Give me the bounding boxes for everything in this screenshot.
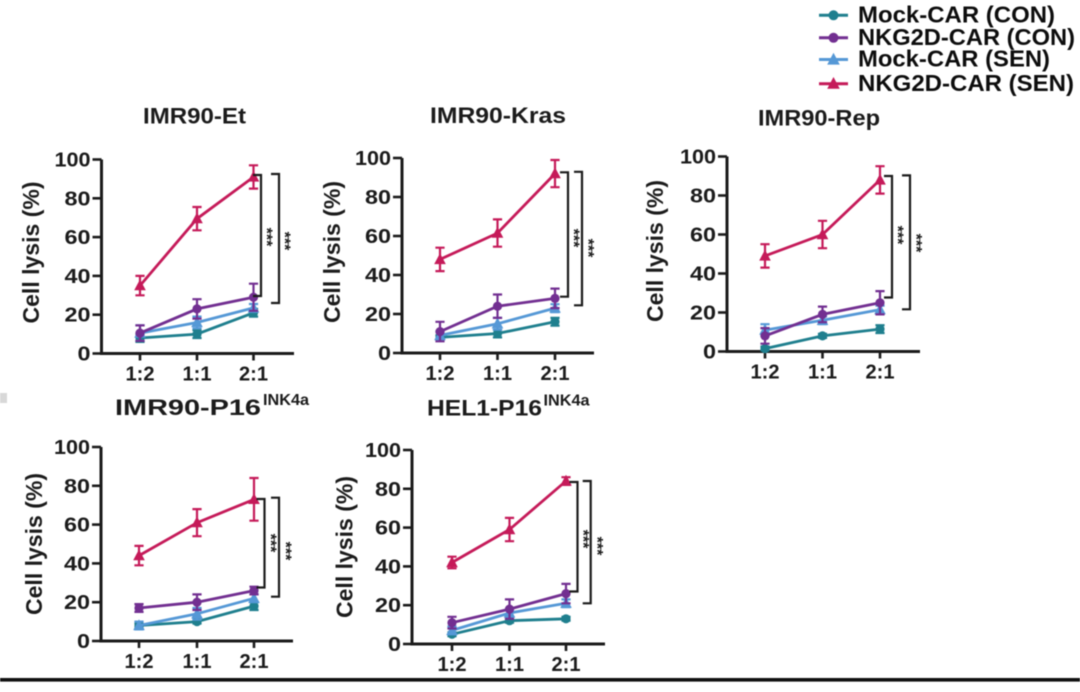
svg-text:***: *** [277,542,294,561]
svg-text:0: 0 [77,631,90,653]
svg-text:60: 60 [690,225,716,247]
svg-text:80: 80 [365,187,391,209]
svg-text:INK4a: INK4a [544,393,590,410]
svg-text:100: 100 [54,437,90,459]
svg-text:40: 40 [690,264,716,286]
svg-text:HEL1-P16: HEL1-P16 [427,396,542,421]
svg-text:20: 20 [375,595,401,617]
svg-text:80: 80 [375,479,401,501]
svg-text:1:1: 1:1 [808,362,837,384]
svg-text:60: 60 [64,515,90,537]
svg-text:100: 100 [365,440,401,462]
svg-text:0: 0 [378,343,391,365]
svg-text:***: *** [258,228,275,247]
svg-text:Mock-CAR (CON): Mock-CAR (CON) [858,2,1055,28]
svg-text:20: 20 [365,304,391,326]
svg-text:2:1: 2:1 [866,362,895,384]
svg-text:1:1: 1:1 [495,654,524,676]
svg-text:IMR90-Rep: IMR90-Rep [758,106,880,131]
svg-text:1:1: 1:1 [483,363,512,385]
svg-text:0: 0 [703,342,716,364]
svg-text:1:1: 1:1 [183,364,212,386]
svg-text:Cell lysis (%): Cell lysis (%) [319,181,345,323]
svg-text:1:2: 1:2 [426,363,455,385]
svg-text:40: 40 [64,553,90,575]
svg-text:2:1: 2:1 [541,363,570,385]
svg-text:***: *** [579,239,596,258]
svg-text:1:2: 1:2 [438,654,467,676]
svg-text:NKG2D-CAR (SEN): NKG2D-CAR (SEN) [858,70,1074,96]
svg-text:60: 60 [375,518,401,540]
svg-text:100: 100 [55,150,91,172]
svg-text:2:1: 2:1 [552,654,581,676]
svg-text:20: 20 [65,305,91,327]
svg-text:***: *** [262,534,279,553]
svg-text:Cell lysis (%): Cell lysis (%) [21,473,47,615]
svg-text:0: 0 [78,344,91,366]
svg-text:80: 80 [690,186,716,208]
svg-text:***: *** [907,234,924,253]
svg-text:80: 80 [65,188,91,210]
svg-text:***: *** [276,232,293,251]
svg-text:100: 100 [680,147,716,169]
svg-text:***: *** [574,530,591,549]
svg-text:40: 40 [375,556,401,578]
svg-text:80: 80 [64,476,90,498]
svg-text:IMR90-P16: IMR90-P16 [115,395,261,420]
svg-text:***: *** [889,226,906,245]
svg-text:Cell lysis (%): Cell lysis (%) [18,182,44,324]
svg-text:1:2: 1:2 [751,362,780,384]
svg-text:Mock-CAR (SEN): Mock-CAR (SEN) [858,46,1050,72]
svg-text:IMR90-Kras: IMR90-Kras [430,103,566,128]
svg-text:NKG2D-CAR (CON): NKG2D-CAR (CON) [858,24,1075,50]
svg-text:Cell lysis (%): Cell lysis (%) [332,476,358,618]
svg-text:***: *** [588,537,605,556]
svg-text:Cell lysis (%): Cell lysis (%) [642,180,668,322]
svg-text:100: 100 [355,148,391,170]
svg-text:60: 60 [365,226,391,248]
svg-text:2:1: 2:1 [239,364,268,386]
svg-text:***: *** [565,229,582,248]
svg-text:20: 20 [64,592,90,614]
svg-text:60: 60 [65,227,91,249]
svg-text:40: 40 [65,266,91,288]
svg-text:INK4a: INK4a [263,392,309,409]
svg-text:0: 0 [388,634,401,656]
svg-text:1:2: 1:2 [125,651,154,673]
svg-text:40: 40 [365,265,391,287]
svg-text:20: 20 [690,303,716,325]
svg-text:1:1: 1:1 [183,651,212,673]
svg-text:IMR90-Et: IMR90-Et [143,104,247,129]
svg-text:2:1: 2:1 [240,651,269,673]
svg-text:1:2: 1:2 [126,364,155,386]
